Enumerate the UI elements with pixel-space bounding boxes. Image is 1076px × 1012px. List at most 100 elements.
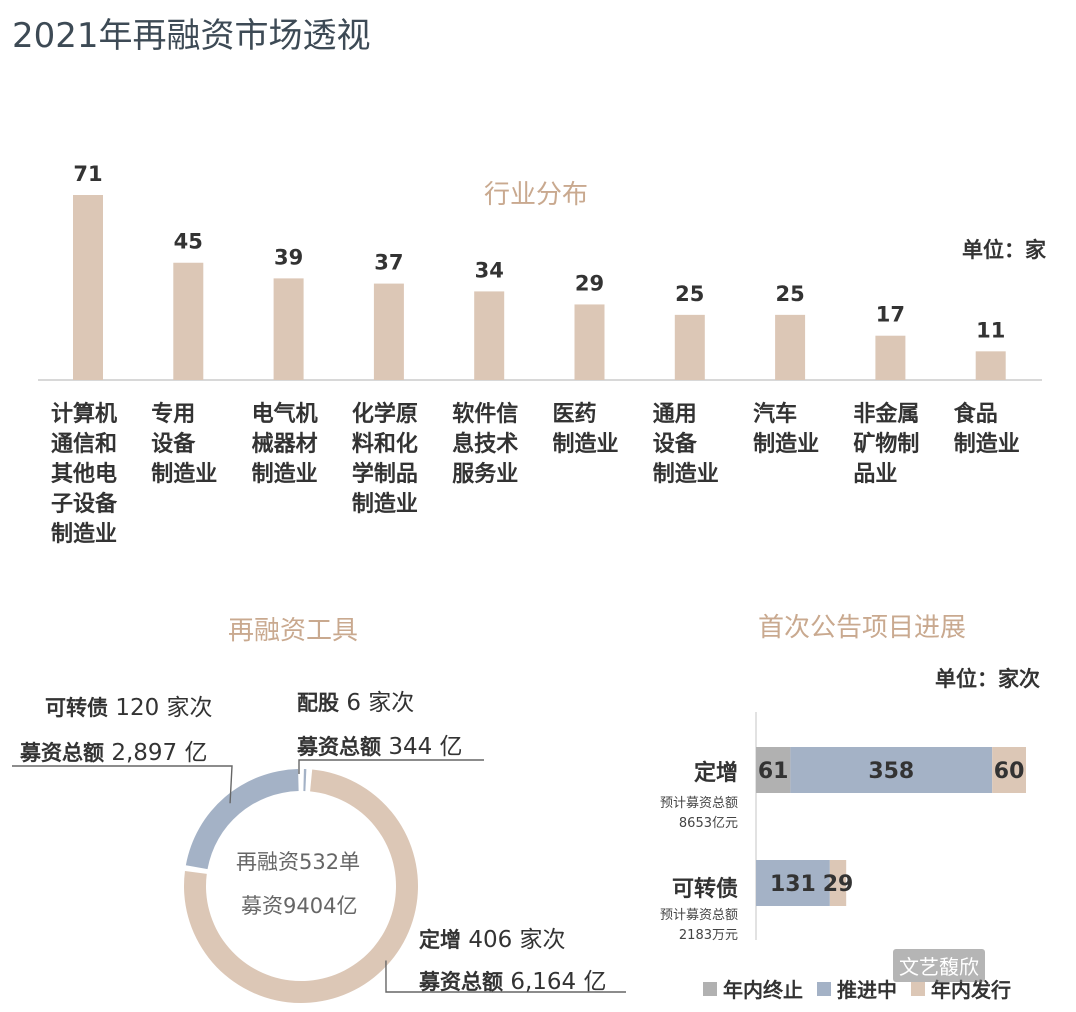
legend-label-in-progress: 推进中: [837, 978, 897, 1002]
industry-category-label-line: 设备: [652, 432, 697, 457]
row-sub-convertible-line1: 预计募资总额: [659, 908, 738, 923]
industry-category-label-line: 制造业: [151, 462, 218, 487]
bar-segment-value: 61: [758, 759, 789, 784]
private-placement-amount-label: 募资总额: [419, 970, 503, 994]
industry-category-label-line: 通信和: [51, 432, 118, 457]
industry-category-label-line: 服务业: [452, 462, 519, 487]
industry-category-label-line: 学制品: [351, 462, 418, 487]
bar-segment-value: 29: [823, 872, 854, 897]
bar-segment-value: 60: [994, 759, 1025, 784]
industry-bar: [474, 291, 505, 380]
bar-segment-issued: [992, 747, 1026, 793]
legend-item-issued: 年内发行: [911, 974, 1011, 1003]
industry-category-label-line: 制造业: [753, 432, 820, 457]
industry-chart-title: 行业分布: [484, 180, 589, 210]
industry-bar-value: 37: [374, 251, 403, 275]
industry-bar: [373, 283, 404, 380]
industry-bar-chart: 71 45 39 37 34 29 25 25 17 11: [38, 162, 1042, 381]
bar-segment-value: 131: [770, 872, 816, 897]
convertible-annotation-count: 可转债 120 家次: [45, 688, 213, 722]
industry-category-label-line: 非金属: [853, 402, 920, 427]
industry-bar: [73, 195, 103, 380]
industry-category-label: 非金属 矿物制 品业: [853, 400, 951, 490]
row-sub-private-placement-line2: 8653亿元: [678, 816, 738, 831]
industry-category-label-line: 制造业: [652, 462, 719, 487]
industry-bar-value: 17: [876, 303, 905, 327]
rights-amount: 344 亿: [388, 734, 463, 760]
leader-line-private-placement: [385, 960, 626, 993]
rights-count: 6 家次: [346, 690, 415, 716]
tools-chart-title: 再融资工具: [228, 616, 359, 646]
rights-amount-label: 募资总额: [297, 735, 381, 759]
industry-bar: [273, 278, 304, 380]
donut-slice-convertible: [185, 769, 299, 870]
convertible-label: 可转债: [45, 696, 108, 720]
industry-category-label: 化学原 料和化 学制品 制造业: [352, 400, 450, 520]
legend-swatch-in-progress: [817, 981, 831, 996]
row-sub-private-placement: 预计募资总额 8653亿元: [588, 794, 738, 834]
industry-category-label: 医药 制造业: [553, 400, 651, 460]
rights-label: 配股: [297, 691, 339, 715]
industry-bar-value: 25: [775, 282, 804, 306]
industry-bar: [775, 314, 806, 380]
industry-category-label: 软件信 息技术 服务业: [452, 400, 550, 490]
legend-item-terminated: 年内终止: [703, 974, 803, 1003]
industry-category-label-line: 制造业: [251, 462, 318, 487]
industry-category-label-line: 通用: [652, 402, 697, 427]
industry-category-label: 通用 设备 制造业: [653, 400, 751, 490]
leader-line-convertible: [12, 765, 233, 804]
industry-bar: [574, 304, 605, 380]
bar-segment-terminated: [756, 747, 791, 793]
industry-category-label: 专用 设备 制造业: [151, 400, 249, 490]
industry-category-label-line: 品业: [853, 462, 898, 487]
industry-bar-value: 29: [575, 271, 604, 295]
rights-annotation-count: 配股 6 家次: [297, 683, 414, 717]
industry-bar: [975, 351, 1006, 380]
industry-category-label-line: 制造业: [351, 492, 418, 517]
industry-category-label-line: 汽车: [753, 402, 798, 427]
industry-category-label-line: 械器材: [251, 432, 318, 457]
industry-bar-value: 45: [174, 230, 203, 254]
industry-category-label-line: 医药: [552, 402, 597, 427]
industry-category-label-line: 制造业: [953, 432, 1020, 457]
private-placement-label: 定增: [419, 928, 461, 952]
legend-label-terminated: 年内终止: [723, 978, 803, 1002]
industry-bar: [875, 335, 906, 380]
industry-category-label-line: 食品: [953, 402, 998, 427]
industry-category-label-line: 制造业: [552, 432, 619, 457]
private-placement-amount: 6,164 亿: [510, 969, 607, 995]
industry-category-label-line: 计算机: [51, 402, 118, 427]
donut-center-line-1: 再融资532单: [236, 850, 361, 874]
industry-category-label-line: 矿物制: [853, 432, 920, 457]
row-sub-convertible-line2: 2183万元: [678, 928, 738, 943]
industry-bar-value: 39: [274, 245, 303, 269]
progress-chart-title: 首次公告项目进展: [758, 613, 967, 643]
donut-slice-rights: [303, 769, 307, 792]
convertible-count: 120 家次: [115, 695, 213, 721]
private-placement-annotation-count: 定增 406 家次: [419, 920, 566, 954]
industry-category-label: 电气机 械器材 制造业: [252, 400, 350, 490]
industry-bar-value: 11: [976, 318, 1005, 342]
page-title: 2021年再融资市场透视: [12, 16, 371, 56]
industry-category-label: 计算机 通信和 其他电 子设备 制造业: [51, 400, 149, 550]
convertible-amount: 2,897 亿: [111, 740, 208, 766]
industry-category-label-line: 制造业: [51, 522, 118, 547]
bar-segment-issued: [829, 860, 847, 906]
row-label-convertible: 可转债: [671, 877, 738, 902]
progress-unit-label: 单位：家次: [935, 667, 1040, 691]
leader-line-rights: [298, 759, 484, 774]
industry-category-label: 食品 制造业: [954, 400, 1052, 460]
legend-swatch-issued: [911, 981, 925, 996]
watermark-text: 文艺馥欣: [893, 949, 985, 982]
row-sub-convertible: 预计募资总额 2183万元: [588, 906, 738, 946]
legend-label-issued: 年内发行: [931, 978, 1011, 1002]
convertible-annotation-amount: 募资总额 2,897 亿: [20, 733, 207, 767]
bar-segment-in-progress: [790, 747, 993, 793]
convertible-amount-label: 募资总额: [20, 741, 104, 765]
progress-legend: 年内终止 推进中 年内发行: [703, 974, 1025, 1003]
private-placement-count: 406 家次: [468, 927, 566, 953]
industry-category-label-line: 其他电: [51, 462, 118, 487]
private-placement-annotation-amount: 募资总额 6,164 亿: [419, 962, 606, 996]
tools-donut-chart: [12, 759, 626, 1003]
industry-bar-value: 71: [73, 162, 102, 186]
